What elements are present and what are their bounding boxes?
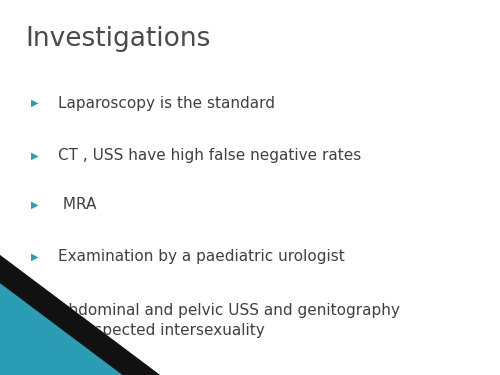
Text: ▶: ▶ bbox=[31, 151, 39, 160]
Text: ▶: ▶ bbox=[31, 316, 39, 326]
Text: Investigations: Investigations bbox=[25, 26, 210, 52]
Text: ▶: ▶ bbox=[31, 200, 39, 209]
Polygon shape bbox=[0, 255, 160, 375]
Polygon shape bbox=[0, 255, 160, 375]
Text: ▶: ▶ bbox=[31, 98, 39, 108]
Text: MRA: MRA bbox=[58, 197, 96, 212]
Text: CT , USS have high false negative rates: CT , USS have high false negative rates bbox=[58, 148, 361, 163]
Text: Abdominal and pelvic USS and genitography
in suspected intersexuality: Abdominal and pelvic USS and genitograph… bbox=[58, 303, 400, 338]
Text: Examination by a paediatric urologist: Examination by a paediatric urologist bbox=[58, 249, 344, 264]
Text: Laparoscopy is the standard: Laparoscopy is the standard bbox=[58, 96, 274, 111]
Text: ▶: ▶ bbox=[31, 252, 39, 262]
